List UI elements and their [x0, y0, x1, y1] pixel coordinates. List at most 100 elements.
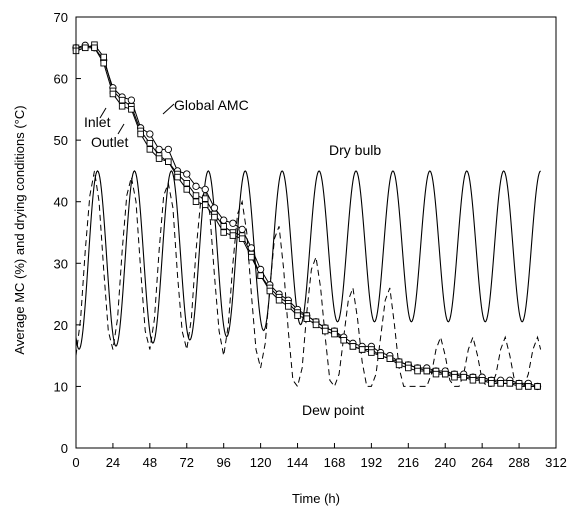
data-point-global-amc [256, 265, 265, 274]
data-point-outlet [441, 370, 449, 378]
data-point-inlet [201, 195, 209, 202]
x-tick-label: 192 [361, 455, 383, 470]
data-point-global-amc [164, 145, 172, 154]
x-tick-label: 216 [397, 455, 419, 470]
annotation-dry-bulb: Dry bulb [329, 142, 381, 158]
data-point-outlet [515, 383, 523, 390]
annotation-global-amc-leader [162, 103, 175, 115]
data-point-outlet [100, 59, 107, 67]
data-point-outlet [165, 158, 172, 165]
data-point-outlet [128, 106, 135, 113]
data-point-global-amc [238, 225, 246, 234]
data-point-outlet [368, 349, 375, 356]
data-point-outlet [174, 173, 181, 181]
x-tick-label: 240 [434, 455, 456, 470]
x-tick-label: 144 [287, 455, 309, 470]
data-point-outlet [469, 377, 477, 384]
data-point-outlet [275, 296, 283, 304]
data-point-inlet [220, 223, 227, 230]
data-point-outlet [266, 287, 274, 295]
data-point-outlet [285, 303, 292, 310]
data-point-outlet [331, 330, 338, 338]
data-point-outlet [146, 146, 154, 153]
data-point-outlet [155, 155, 163, 162]
data-point-global-amc [192, 182, 200, 190]
data-point-outlet [478, 377, 486, 384]
y-tick-label: 20 [54, 318, 68, 333]
data-point-global-amc [155, 145, 163, 154]
annotation-inlet: Inlet [84, 114, 111, 130]
data-point-inlet [183, 179, 191, 187]
data-point-outlet [257, 272, 264, 279]
data-point-outlet [414, 367, 421, 375]
marker-layer [72, 41, 542, 391]
annotation-outlet: Outlet [91, 134, 128, 150]
data-point-outlet [238, 235, 246, 242]
series-line-dew-point [75, 170, 542, 388]
data-point-outlet [525, 383, 532, 390]
data-point-outlet [248, 253, 255, 261]
annotation-inlet-leader [99, 107, 107, 119]
annotation-layer: Inlet Outlet Global AMC Dry bulb Dew poi… [84, 97, 381, 418]
data-point-outlet [91, 44, 98, 52]
data-point-outlet [451, 373, 458, 381]
data-point-outlet [358, 346, 366, 353]
y-tick-label: 70 [54, 10, 68, 25]
y-tick-label: 30 [54, 256, 68, 271]
data-point-outlet [183, 186, 191, 193]
y-tick-label: 10 [54, 379, 68, 394]
annotation-dew-point: Dew point [302, 402, 364, 418]
y-axis-label: Average MC (%) and drying conditions (°C… [12, 105, 27, 354]
data-point-outlet [229, 232, 237, 239]
data-point-outlet [294, 312, 301, 319]
data-point-global-amc [220, 216, 228, 224]
x-tick-label: 48 [143, 455, 157, 470]
series-line-dry-bulb [75, 170, 541, 351]
data-point-global-amc [210, 204, 219, 212]
data-point-outlet [192, 198, 200, 205]
data-point-outlet [488, 380, 495, 387]
data-point-outlet [81, 44, 89, 52]
series-line-inlet [76, 44, 538, 387]
y-tick-label: 60 [54, 72, 68, 87]
x-tick-label: 168 [324, 455, 346, 470]
data-point-outlet [349, 343, 357, 350]
data-point-outlet [312, 321, 320, 329]
axes-layer: 0 24 48 72 96 120 144 168 192 216 240 264 288 312 0 10 2… [54, 10, 567, 470]
data-point-outlet [497, 380, 504, 387]
data-point-outlet [303, 315, 311, 322]
x-tick-label: 0 [72, 455, 79, 470]
x-tick-label: 96 [216, 455, 230, 470]
data-point-outlet [137, 130, 144, 138]
data-point-inlet [118, 96, 126, 104]
data-point-global-amc [201, 185, 209, 194]
data-point-outlet [460, 373, 467, 381]
data-point-outlet [377, 352, 384, 359]
data-point-inlet [146, 139, 154, 147]
series-line-global-amc [75, 44, 538, 387]
data-point-outlet [109, 90, 117, 98]
data-point-inlet [192, 192, 200, 199]
data-point-outlet [321, 327, 329, 335]
y-tick-label: 0 [61, 441, 68, 456]
x-axis-label: Time (h) [292, 491, 340, 506]
data-point-outlet [432, 370, 440, 378]
annotation-outlet-leader [117, 123, 125, 135]
data-point-outlet [506, 380, 514, 387]
data-point-outlet [220, 229, 227, 236]
annotation-global-amc: Global AMC [174, 97, 249, 113]
data-point-outlet [395, 361, 403, 369]
data-point-outlet [534, 383, 541, 390]
x-tick-label: 24 [106, 455, 120, 470]
data-point-global-amc [247, 244, 256, 252]
x-tick-label: 120 [250, 455, 272, 470]
x-tick-label: 72 [180, 455, 194, 470]
y-tick-label: 50 [54, 133, 68, 148]
data-point-global-amc [146, 130, 154, 138]
data-point-inlet [100, 53, 107, 61]
x-tick-label: 288 [508, 455, 530, 470]
data-point-global-amc [229, 219, 237, 227]
data-point-outlet [423, 367, 431, 375]
x-tick-label: 264 [471, 455, 493, 470]
